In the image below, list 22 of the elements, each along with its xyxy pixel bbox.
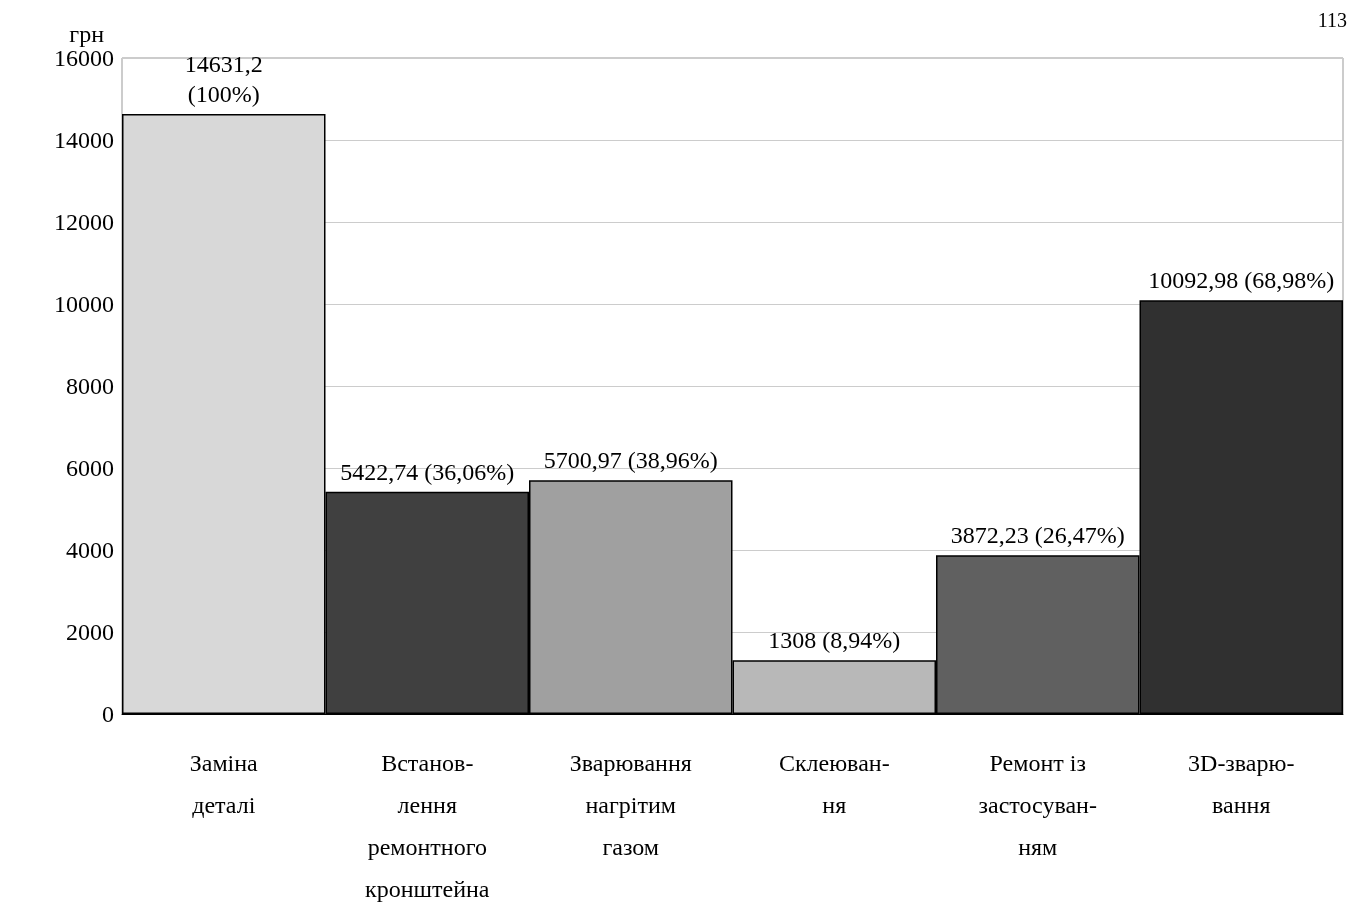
y-tick-label: 6000 <box>66 455 114 481</box>
y-tick-label: 10000 <box>54 291 114 317</box>
y-tick-label: 14000 <box>54 127 114 153</box>
x-tick-label: Зварювання нагрітим газом <box>569 750 692 860</box>
data-label: 14631,2 (100%) <box>184 51 263 108</box>
data-label: 5700,97 (38,96%) <box>543 447 718 474</box>
y-tick-label: 4000 <box>66 537 114 563</box>
data-label: 3872,23 (26,47%) <box>950 522 1125 549</box>
data-label: 5422,74 (36,06%) <box>340 458 515 485</box>
y-tick-label: 8000 <box>66 373 114 399</box>
x-tick-label: 3D-зварю- вання <box>1188 750 1295 818</box>
y-tick-label: 0 <box>102 701 114 727</box>
y-tick-label: 12000 <box>54 209 114 235</box>
y-tick-label: 2000 <box>66 619 114 645</box>
x-tick-label: Встанов- лення ремонтного кронштейна <box>365 750 490 902</box>
text: 113 <box>1317 9 1348 31</box>
x-tick-label: Склеюван- ня <box>778 750 890 818</box>
data-label: 1308 (8,94%) <box>768 627 901 654</box>
x-tick-label: Ремонт із застосуван- ням <box>978 750 1097 860</box>
data-label: 10092,98 (68,98%) <box>1148 267 1335 294</box>
y-axis-title: грн <box>69 21 105 48</box>
x-tick-label: Заміна деталі <box>189 750 259 818</box>
